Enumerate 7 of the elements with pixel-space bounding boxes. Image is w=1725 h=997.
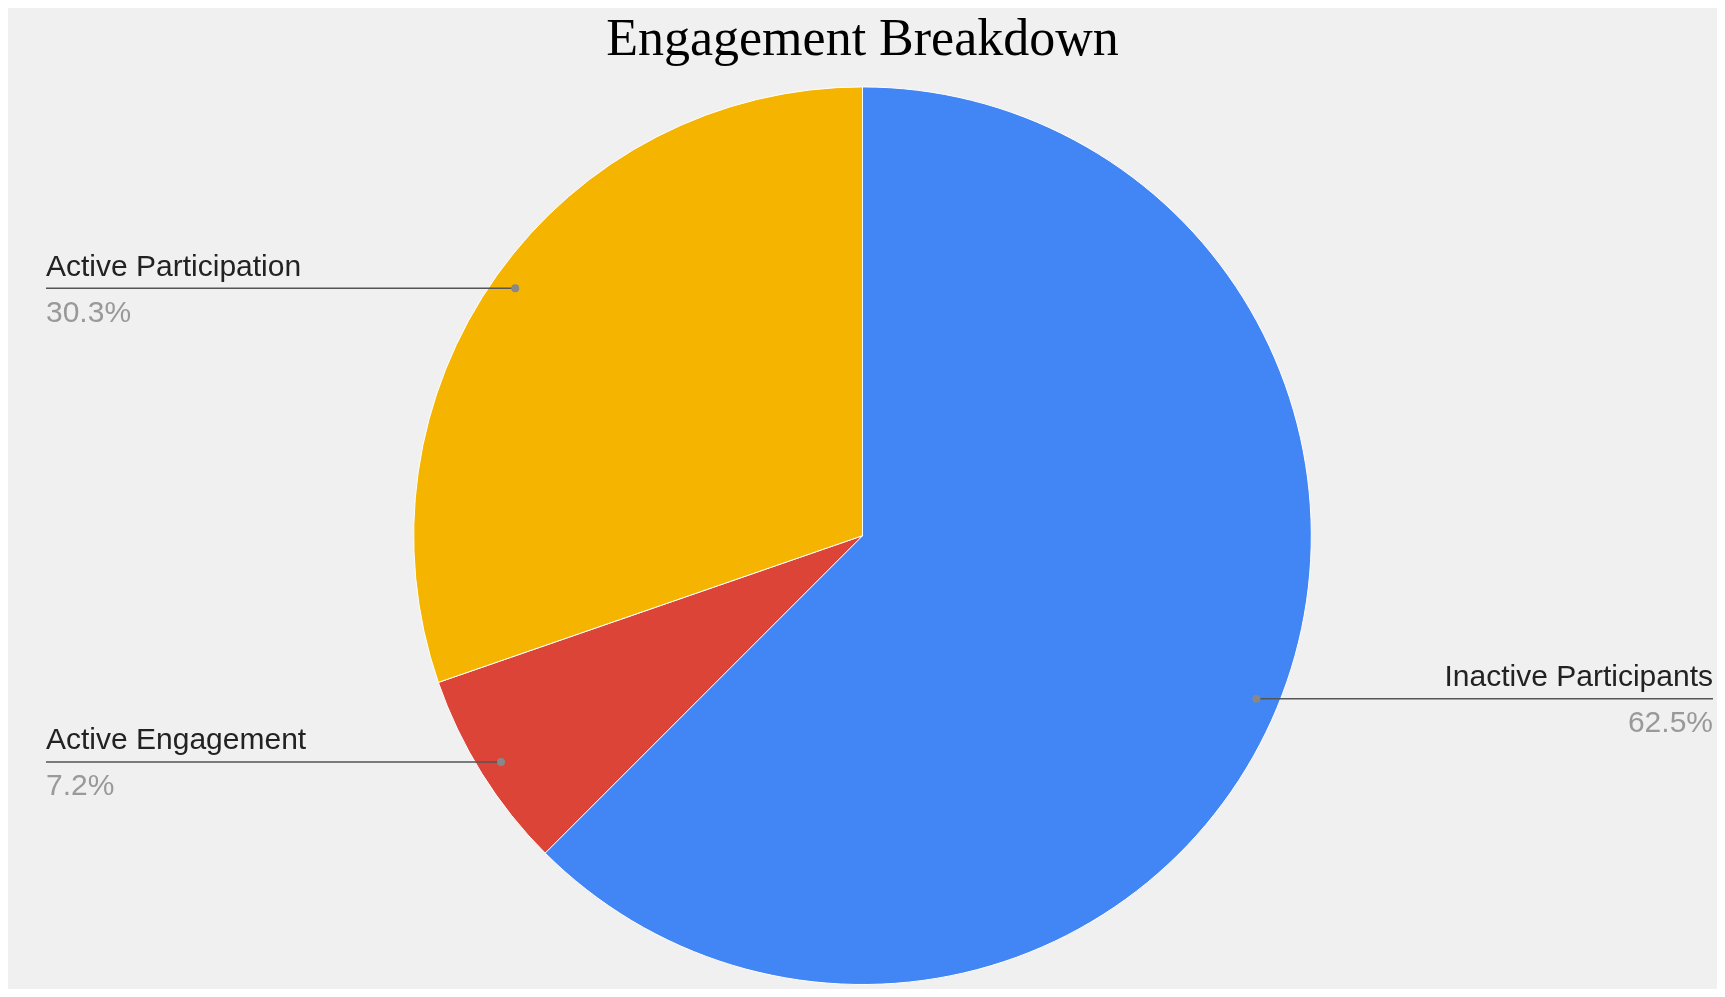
data-label: 7.2% — [46, 768, 115, 802]
chart-title: Engagement Breakdown — [606, 8, 1119, 66]
slice-label: Inactive Participants — [1444, 659, 1713, 693]
slice-label: Active Engagement — [46, 722, 307, 756]
slice-label: Active Participation — [46, 248, 302, 282]
data-label: 30.3% — [46, 294, 132, 328]
data-label: 62.5% — [1627, 705, 1713, 739]
